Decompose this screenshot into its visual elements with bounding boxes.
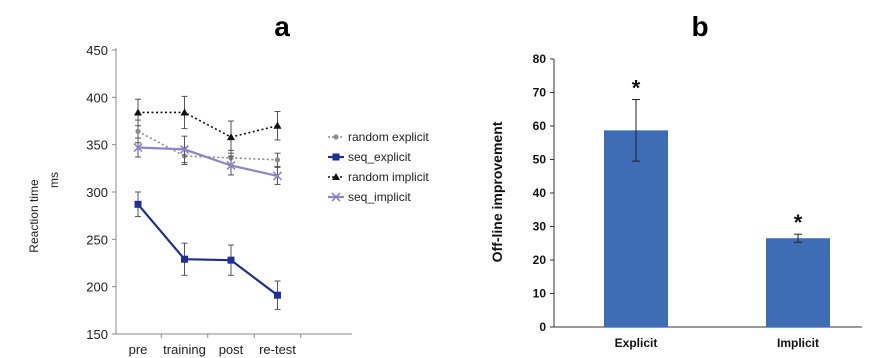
marker-stroke: [331, 192, 341, 202]
legend-item: seq_implicit: [328, 190, 411, 204]
series-line: [137, 203, 279, 297]
data-point: [181, 255, 188, 263]
data-point: [272, 171, 283, 181]
bar-implicit: [766, 238, 830, 327]
x-tick-label: post: [219, 342, 244, 357]
y-tick-label: 10: [533, 287, 547, 301]
y-tick-label: 70: [533, 86, 547, 100]
y-label-line-2: ms: [47, 172, 61, 188]
data-point: [227, 256, 235, 264]
y-tick-label: 50: [533, 153, 547, 167]
y-tick-label: 250: [86, 232, 108, 247]
series-line: [138, 111, 278, 138]
panel-a-label: a: [274, 11, 290, 42]
series-line: [137, 130, 278, 161]
y-tick-label: 450: [86, 43, 108, 58]
y-tick-label: 0: [539, 320, 546, 334]
data-point: [273, 121, 282, 129]
data-point: [133, 142, 143, 153]
y-tick-label: 400: [86, 90, 108, 105]
y-label-line-1: Reaction time: [27, 179, 41, 253]
legend-item: random implicit: [328, 170, 429, 184]
legend-marker: [331, 192, 341, 202]
y-tick-label: 150: [86, 327, 108, 342]
data-point: [180, 108, 189, 116]
legend-label: seq_explicit: [348, 150, 411, 164]
x-tick-label: pre: [129, 342, 148, 357]
legend-item: seq_explicit: [328, 150, 411, 164]
legend-marker: [332, 173, 340, 180]
legend-label: seq_implicit: [348, 190, 411, 204]
marker-stroke: [226, 160, 236, 171]
data-point: [135, 128, 141, 135]
x-tick-label: training: [163, 342, 206, 357]
legend-label: random explicit: [348, 130, 429, 144]
panel-a-chart: 150 200 250 300 350 400 450 pre training post re-t…: [86, 43, 352, 357]
y-tick-label: 30: [533, 220, 547, 234]
y-tick-label: 60: [533, 119, 547, 133]
marker-stroke: [179, 144, 190, 154]
data-point: [179, 144, 190, 154]
panel-b-y-axis-label: Off-line improvement: [489, 121, 505, 262]
data-point: [274, 291, 281, 299]
significance-marker: *: [632, 76, 641, 101]
y-tick-label: 40: [533, 186, 547, 200]
legend-item: random explicit: [328, 130, 429, 144]
panel-a-y-axis-label: Reaction time ms: [27, 172, 61, 253]
marker-stroke: [133, 142, 143, 153]
bar-explicit: [604, 130, 668, 327]
x-tick-label: Implicit: [777, 336, 819, 350]
y-tick-label: 350: [86, 138, 108, 153]
data-point: [226, 160, 236, 171]
significance-marker: *: [794, 210, 803, 235]
x-tick-label: re-test: [259, 342, 296, 357]
marker-stroke: [272, 171, 283, 181]
panel-b-chart: 0 10 20 30 40 50 60 70 80 * Explicit * Implicit: [533, 52, 862, 350]
data-point: [134, 108, 142, 116]
y-tick-label: 80: [533, 52, 547, 66]
x-tick-label: Explicit: [615, 336, 658, 350]
data-point: [134, 200, 142, 208]
series-random-explicit: [135, 119, 281, 167]
panel-b-label: b: [691, 11, 708, 42]
y-tick-label: 20: [533, 253, 547, 267]
legend-marker: [333, 134, 339, 140]
series-line: [137, 146, 278, 177]
legend-label: random implicit: [348, 170, 429, 184]
y-tick-label: 300: [86, 185, 108, 200]
series-seq-implicit: [133, 135, 283, 185]
y-tick-label: 200: [86, 280, 108, 295]
series-seq-explicit: [134, 191, 281, 310]
data-point: [274, 157, 281, 163]
data-point: [227, 133, 235, 141]
series-random-implicit: [134, 95, 282, 154]
legend-marker: [332, 153, 340, 161]
